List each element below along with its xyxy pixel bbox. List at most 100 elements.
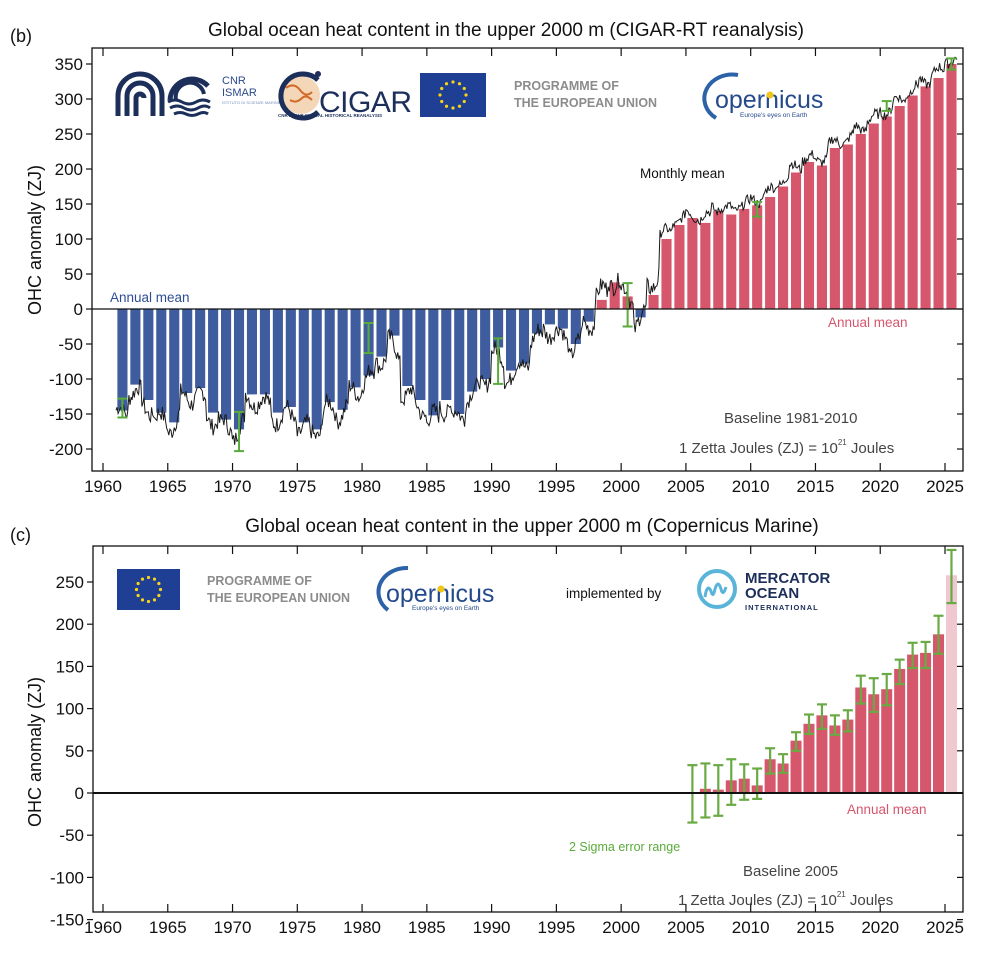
panel-c-y-axis: -150 -100 -50 0 50 100 150 200 250 bbox=[50, 573, 963, 930]
bar-2017 bbox=[842, 144, 853, 309]
y-tick-label: 100 bbox=[55, 230, 83, 249]
x-tick-label: 1995 bbox=[537, 918, 575, 937]
copernicus-logo: C opernicus Europe's eyes on Earth bbox=[702, 72, 823, 120]
bar-2010 bbox=[752, 205, 763, 309]
bar-2014 bbox=[803, 162, 815, 309]
programme-eu-line1: PROGRAMME OF bbox=[207, 574, 312, 588]
bar-2018 bbox=[855, 687, 867, 793]
cigar-logo: CIGAR CNR ISMAR GLOBAL HISTORICAL REANAL… bbox=[278, 71, 412, 121]
eu-star bbox=[444, 82, 449, 86]
programme-eu-line1: PROGRAMME OF bbox=[514, 79, 619, 93]
bar-2003 bbox=[661, 239, 672, 309]
panel-c-zj-note: 1 Zetta Joules (ZJ) = 1021 Joules bbox=[678, 890, 893, 909]
bar-1999 bbox=[609, 282, 620, 309]
panel-b-bars bbox=[117, 64, 957, 430]
x-tick-label: 1975 bbox=[278, 918, 316, 937]
bar-1987 bbox=[454, 309, 465, 414]
panel-c-ylabel: OHC anomaly (ZJ) bbox=[25, 677, 45, 827]
bar-1985 bbox=[428, 309, 439, 416]
panel-c-x-axis: 1960 1965 1970 1975 1980 1985 1990 1995 2000 2005… bbox=[84, 546, 964, 937]
bar-2016 bbox=[829, 148, 840, 309]
x-tick-label: 1980 bbox=[343, 477, 381, 496]
x-tick-label: 1965 bbox=[149, 477, 187, 496]
y-tick-label: 0 bbox=[75, 784, 84, 803]
panel-c-frame bbox=[92, 545, 964, 913]
bar-1968 bbox=[208, 309, 219, 413]
x-tick-label: 1970 bbox=[214, 918, 252, 937]
bar-1988 bbox=[467, 309, 478, 392]
panel-b-error-bars bbox=[117, 57, 957, 453]
x-tick-label: 2010 bbox=[732, 477, 770, 496]
x-tick-label: 2025 bbox=[926, 477, 964, 496]
bar-1978 bbox=[337, 309, 348, 410]
bar-2015 bbox=[816, 715, 828, 793]
panel-b-annual-mean-positive: Annual mean bbox=[828, 315, 908, 330]
y-tick-label: 100 bbox=[56, 700, 84, 719]
bar-2004 bbox=[674, 225, 685, 309]
x-tick-label: 2020 bbox=[861, 918, 899, 937]
y-tick-label: 300 bbox=[55, 90, 83, 109]
panel-c-baseline: Baseline 2005 bbox=[743, 863, 838, 880]
bar-1981 bbox=[376, 309, 387, 357]
eu-star bbox=[440, 99, 444, 104]
bar-1976 bbox=[311, 309, 322, 430]
bar-1983 bbox=[402, 309, 413, 386]
panel-b-ylabel: OHC anomaly (ZJ) bbox=[25, 165, 45, 315]
bar-2025 bbox=[946, 64, 957, 309]
copernicus-text: opernicus bbox=[386, 580, 494, 608]
bar-2011 bbox=[764, 759, 776, 793]
eu-flag-icon bbox=[420, 73, 486, 117]
eu-flag-icon bbox=[117, 569, 180, 610]
x-tick-label: 2005 bbox=[667, 477, 705, 496]
bar-2024 bbox=[933, 78, 944, 309]
x-tick-label: 2015 bbox=[797, 477, 835, 496]
bar-2006 bbox=[700, 222, 711, 309]
y-tick-label: -50 bbox=[58, 335, 83, 354]
bar-1964 bbox=[156, 309, 167, 413]
panel-c-bars bbox=[699, 575, 957, 793]
bar-2012 bbox=[778, 186, 789, 309]
ismar-text: ISMAR bbox=[222, 87, 257, 99]
x-tick-label: 2000 bbox=[602, 477, 640, 496]
copernicus-logo: opernicus Europe's eyes on Earth bbox=[376, 565, 494, 612]
copernicus-tagline: Europe's eyes on Earth bbox=[412, 605, 480, 612]
bar-1973 bbox=[272, 309, 283, 413]
eu-star bbox=[136, 593, 140, 598]
x-tick-label: 2000 bbox=[602, 918, 640, 937]
ocean-text: OCEAN bbox=[745, 585, 799, 602]
bar-2024 bbox=[933, 634, 945, 793]
bar-2022 bbox=[907, 95, 918, 309]
bar-2020 bbox=[881, 689, 893, 793]
eu-star bbox=[462, 99, 466, 104]
y-tick-label: 250 bbox=[55, 125, 83, 144]
y-tick-label: -100 bbox=[50, 868, 84, 887]
eu-star bbox=[438, 93, 442, 97]
bar-2011 bbox=[765, 197, 776, 309]
panel-b-title: Global ocean heat content in the upper 2… bbox=[208, 20, 804, 41]
y-tick-label: 50 bbox=[65, 742, 84, 761]
y-tick-label: 0 bbox=[74, 300, 83, 319]
cnr-logo bbox=[115, 71, 165, 116]
panel-c-title: Global ocean heat content in the upper 2… bbox=[245, 516, 819, 537]
panel-b-baseline: Baseline 1981-2010 bbox=[724, 410, 857, 427]
bar-1993 bbox=[531, 309, 543, 334]
x-tick-label: 1980 bbox=[343, 918, 381, 937]
bar-1961 bbox=[117, 309, 128, 411]
eu-star bbox=[136, 581, 140, 586]
bar-1992 bbox=[518, 309, 530, 364]
bar-1970 bbox=[233, 309, 245, 430]
panel-b-y-axis: -200 -150 -100 -50 0 50 100 150 200 250 300 350 bbox=[49, 55, 963, 459]
bar-1974 bbox=[285, 309, 296, 407]
bar-2009 bbox=[739, 208, 750, 309]
bar-2001 bbox=[635, 309, 646, 318]
eu-star bbox=[440, 86, 444, 91]
eu-star bbox=[146, 575, 151, 580]
bar-2008 bbox=[726, 214, 737, 309]
bar-2018 bbox=[855, 134, 866, 309]
eu-star bbox=[451, 106, 455, 110]
x-tick-label: 1985 bbox=[408, 918, 446, 937]
x-tick-label: 1975 bbox=[278, 477, 316, 496]
bar-2022 bbox=[907, 654, 919, 793]
panel-c-sigma-label: 2 Sigma error range bbox=[569, 840, 680, 854]
